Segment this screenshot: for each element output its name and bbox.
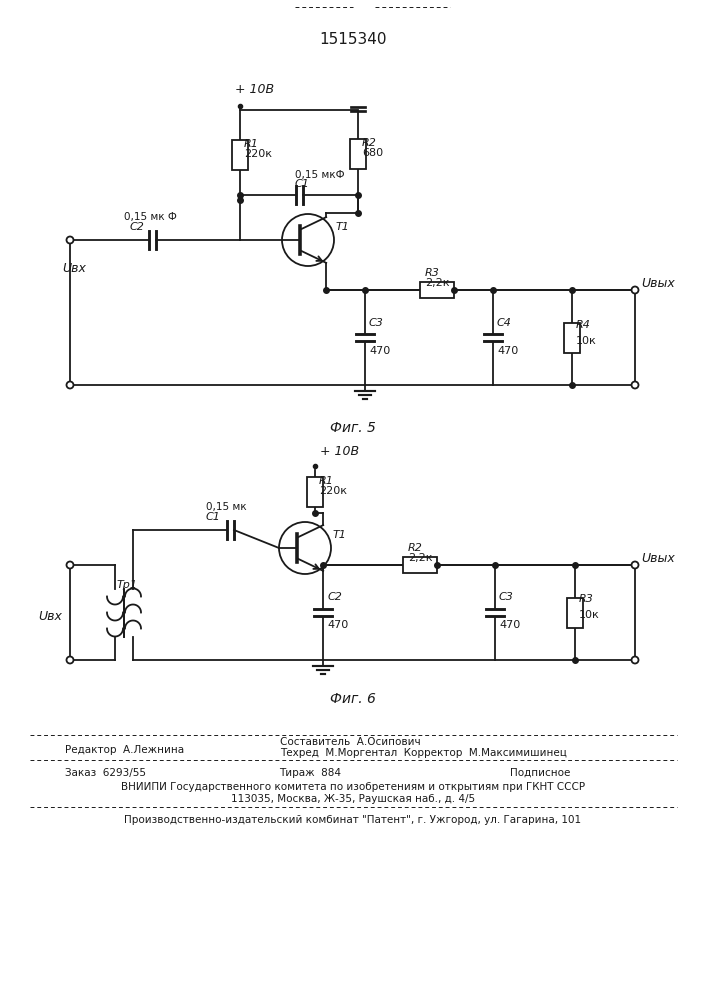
Bar — [564, 322, 580, 353]
Bar — [420, 282, 454, 298]
Text: С2: С2 — [327, 592, 342, 602]
Circle shape — [282, 214, 334, 266]
Text: R1: R1 — [244, 139, 259, 149]
Text: Тираж  884: Тираж 884 — [279, 768, 341, 778]
Bar — [307, 477, 323, 506]
Bar — [403, 557, 437, 573]
Circle shape — [66, 562, 74, 568]
Text: Подписное: Подписное — [510, 768, 571, 778]
Bar — [350, 138, 366, 168]
Circle shape — [279, 522, 331, 574]
Text: 10к: 10к — [579, 610, 600, 620]
Text: R2: R2 — [362, 137, 377, 147]
Text: Uвых: Uвых — [641, 552, 674, 565]
Text: Фиг. 5: Фиг. 5 — [330, 421, 376, 435]
Text: 1515340: 1515340 — [320, 32, 387, 47]
Text: 0,15 мк: 0,15 мк — [206, 502, 247, 512]
Text: Uвх: Uвх — [38, 609, 62, 622]
Text: 0,15 мкФ: 0,15 мкФ — [295, 170, 344, 180]
Circle shape — [631, 562, 638, 568]
Text: Uвых: Uвых — [641, 277, 674, 290]
Text: Производственно-издательский комбинат "Патент", г. Ужгород, ул. Гагарина, 101: Производственно-издательский комбинат "П… — [124, 815, 582, 825]
Text: 470: 470 — [369, 346, 390, 356]
Text: 220к: 220к — [319, 486, 347, 495]
Text: С2: С2 — [130, 222, 145, 232]
Text: R3: R3 — [425, 268, 440, 278]
Text: 470: 470 — [499, 620, 520, 631]
Text: 2,2к: 2,2к — [425, 278, 450, 288]
Text: С4: С4 — [497, 318, 512, 328]
Text: Uвх: Uвх — [62, 262, 86, 275]
Text: R3: R3 — [579, 594, 594, 604]
Text: Редактор  А.Лежнина: Редактор А.Лежнина — [65, 745, 184, 755]
Text: Тр1: Тр1 — [117, 580, 138, 590]
Text: R2: R2 — [408, 543, 423, 553]
Text: Т1: Т1 — [333, 530, 347, 540]
Text: + 10В: + 10В — [235, 83, 274, 96]
Circle shape — [631, 286, 638, 294]
Text: Составитель  А.Осипович: Составитель А.Осипович — [280, 737, 421, 747]
Text: 470: 470 — [327, 620, 349, 631]
Text: Фиг. 6: Фиг. 6 — [330, 692, 376, 706]
Text: 113035, Москва, Ж-35, Раушская наб., д. 4/5: 113035, Москва, Ж-35, Раушская наб., д. … — [231, 794, 475, 804]
Text: ВНИИПИ Государственного комитета по изобретениям и открытиям при ГКНТ СССР: ВНИИПИ Государственного комитета по изоб… — [121, 782, 585, 792]
Circle shape — [631, 656, 638, 664]
Text: С3: С3 — [369, 318, 384, 328]
Text: 470: 470 — [497, 346, 518, 356]
Circle shape — [66, 381, 74, 388]
Text: 10к: 10к — [576, 336, 597, 346]
Text: 680: 680 — [362, 147, 383, 157]
Circle shape — [66, 236, 74, 243]
Text: + 10В: + 10В — [320, 445, 359, 458]
Text: С1: С1 — [206, 512, 221, 522]
Text: R1: R1 — [319, 476, 334, 486]
Text: 2,2к: 2,2к — [408, 553, 433, 563]
Text: 0,15 мк Ф: 0,15 мк Ф — [124, 212, 177, 222]
Text: Заказ  6293/55: Заказ 6293/55 — [65, 768, 146, 778]
Text: R4: R4 — [576, 320, 591, 330]
Text: 220к: 220к — [244, 149, 272, 159]
Bar — [567, 597, 583, 628]
Text: С3: С3 — [499, 592, 514, 602]
Text: Техред  М.Моргентал  Корректор  М.Максимишинец: Техред М.Моргентал Корректор М.Максимиши… — [280, 748, 567, 758]
Circle shape — [631, 381, 638, 388]
Bar — [232, 140, 248, 170]
Circle shape — [66, 656, 74, 664]
Text: Т1: Т1 — [336, 222, 350, 232]
Text: С1: С1 — [295, 179, 310, 189]
